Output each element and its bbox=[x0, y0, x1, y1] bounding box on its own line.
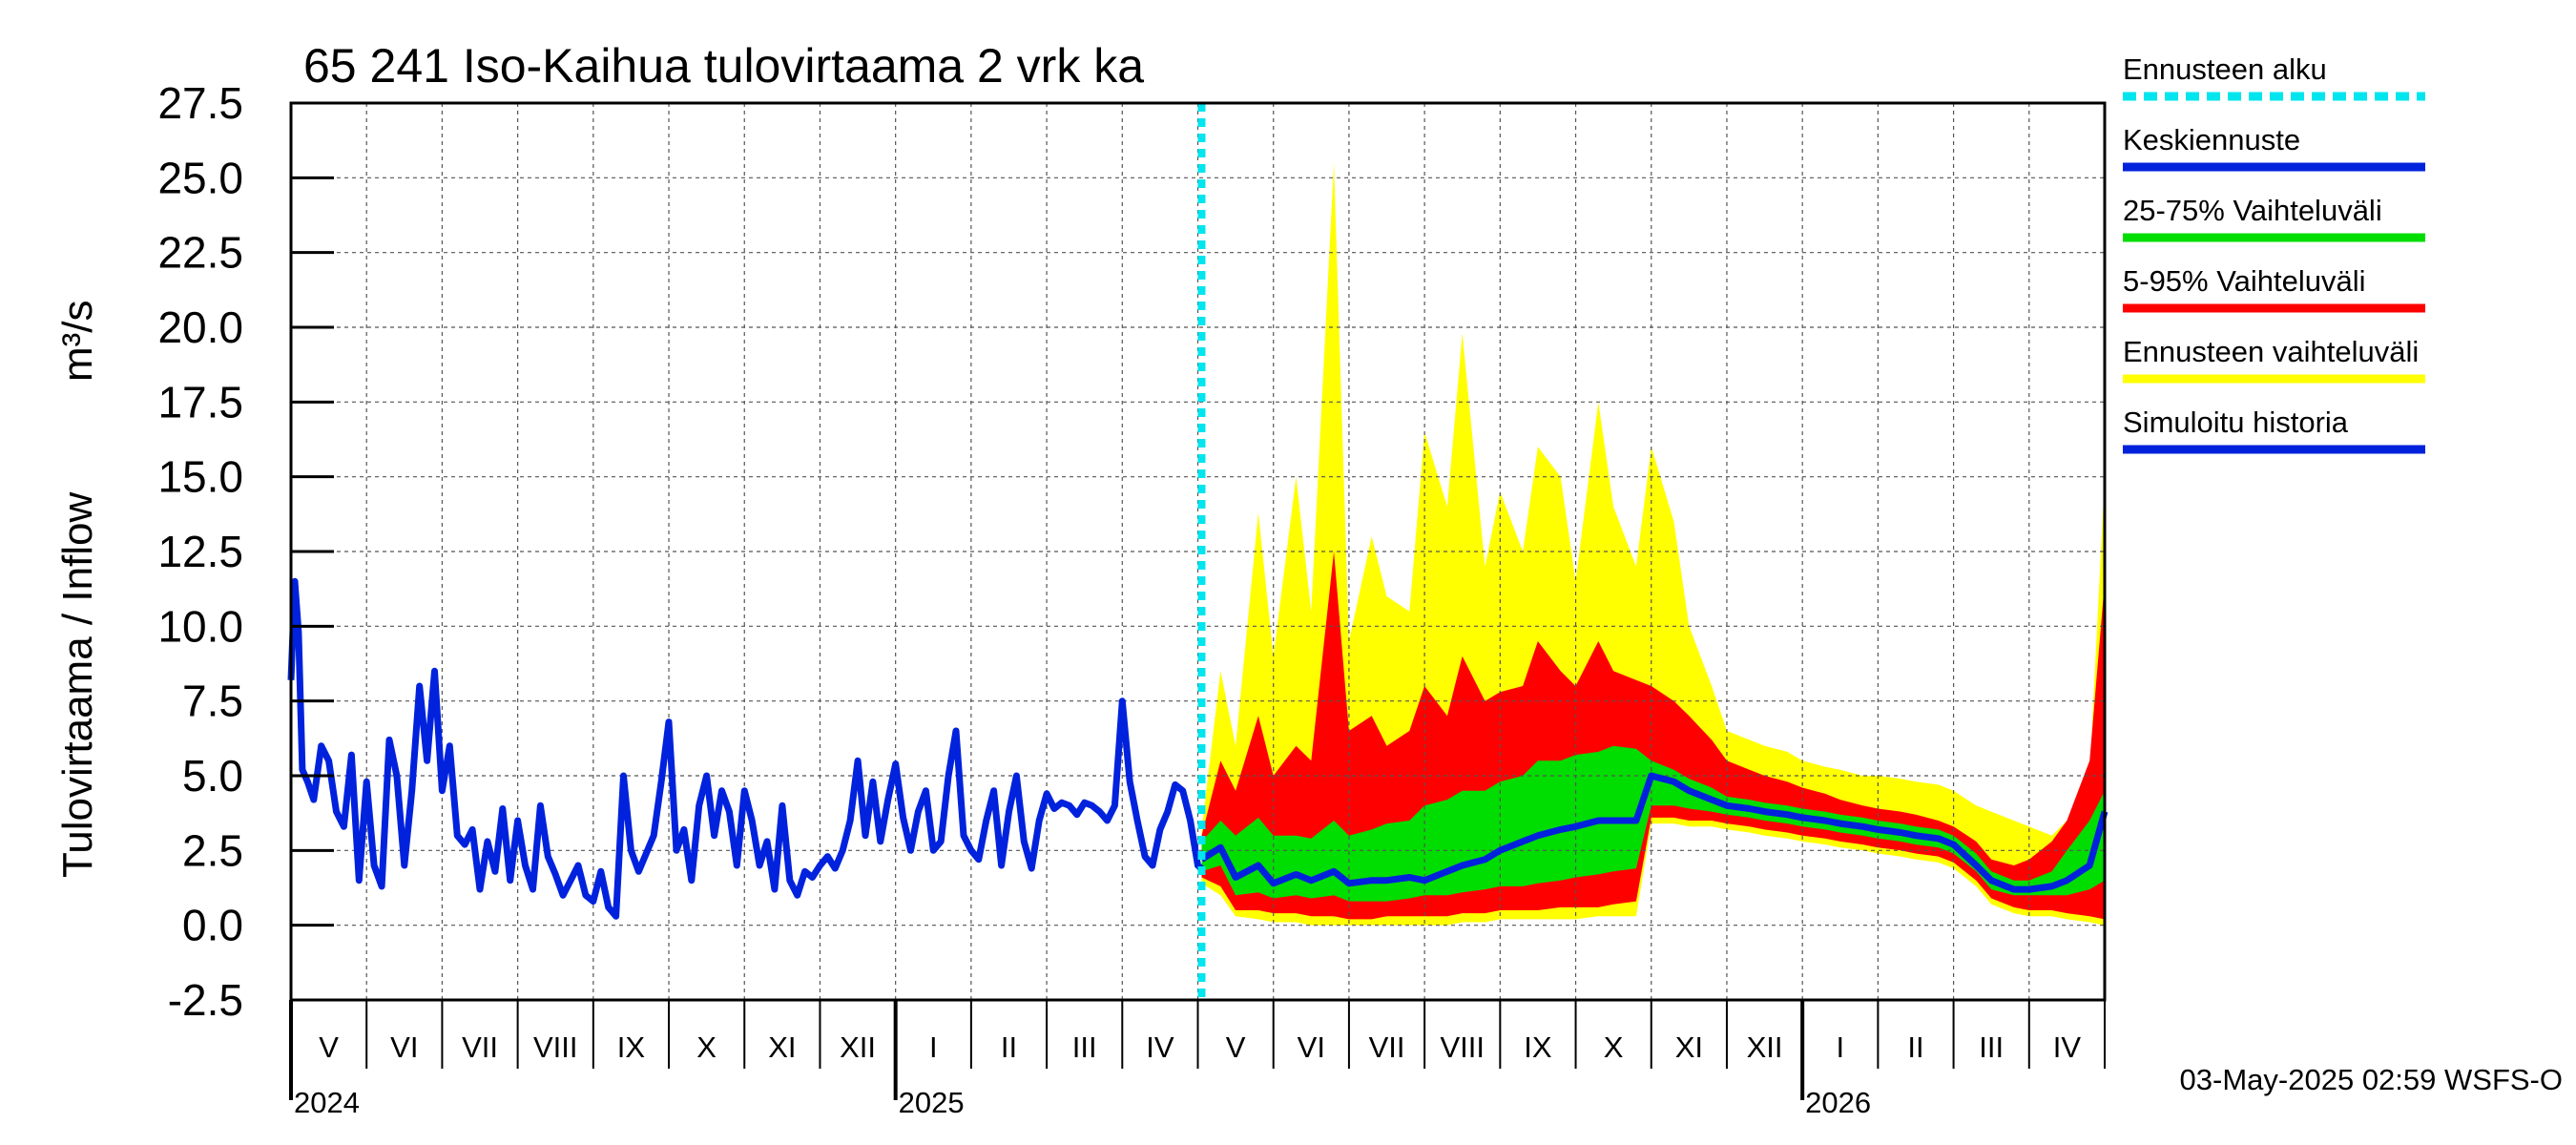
y-tick-label: 10.0 bbox=[157, 601, 243, 651]
month-label: IV bbox=[2053, 1030, 2082, 1064]
month-label: VIII bbox=[533, 1030, 578, 1064]
legend-label: Ennusteen vaihteluväli bbox=[2123, 335, 2419, 368]
forecast-bands bbox=[1201, 162, 2105, 926]
median-forecast-line bbox=[1199, 772, 2109, 893]
legend: Ennusteen alku Keskiennuste 25-75% Vaihtel… bbox=[2123, 52, 2425, 454]
y-tick-label: -2.5 bbox=[168, 975, 243, 1025]
y-tick-label: 5.0 bbox=[182, 751, 243, 801]
y-tick-label: 20.0 bbox=[157, 302, 243, 352]
month-label: I bbox=[1836, 1030, 1844, 1064]
month-label: X bbox=[1604, 1030, 1624, 1064]
y-tick-label: 2.5 bbox=[182, 825, 243, 875]
month-label: XII bbox=[840, 1030, 876, 1064]
month-label: IV bbox=[1146, 1030, 1174, 1064]
y-tick-label: 27.5 bbox=[157, 78, 243, 128]
band-25-75 bbox=[1201, 745, 2105, 902]
grid bbox=[291, 103, 2105, 1000]
month-label: II bbox=[1001, 1030, 1017, 1064]
footer-timestamp: 03-May-2025 02:59 WSFS-O bbox=[2180, 1063, 2563, 1096]
legend-label: Ennusteen alku bbox=[2123, 52, 2327, 86]
month-label: XII bbox=[1747, 1030, 1783, 1064]
month-label: V bbox=[319, 1030, 339, 1064]
month-label: III bbox=[1979, 1030, 2004, 1064]
year-label: 2025 bbox=[899, 1086, 965, 1119]
y-tick-label: 15.0 bbox=[157, 452, 243, 502]
y-tick-label: 22.5 bbox=[157, 228, 243, 278]
month-label: IX bbox=[1524, 1030, 1552, 1064]
month-label: III bbox=[1072, 1030, 1097, 1064]
y-axis-unit: m³/s bbox=[54, 300, 101, 382]
y-tick-label: 12.5 bbox=[157, 527, 243, 576]
month-label: IX bbox=[617, 1030, 646, 1064]
y-tick-label: 0.0 bbox=[182, 901, 243, 950]
month-label: VIII bbox=[1440, 1030, 1485, 1064]
y-tick-label: 7.5 bbox=[182, 677, 243, 726]
year-label: 2026 bbox=[1805, 1086, 1871, 1119]
year-label: 2024 bbox=[294, 1086, 360, 1119]
month-label: II bbox=[1907, 1030, 1923, 1064]
month-label: XI bbox=[768, 1030, 796, 1064]
month-label: V bbox=[1226, 1030, 1246, 1064]
simulated-history-line bbox=[287, 577, 1204, 920]
chart-title: 65 241 Iso-Kaihua tulovirtaama 2 vrk ka bbox=[303, 39, 1144, 93]
series-lines bbox=[287, 103, 2109, 1000]
axes: -2.5 0.0 2.5 5.0 7.5 10.0 12.5 15.0 17.5 20.0 22.5… bbox=[157, 78, 2107, 1119]
month-label: XI bbox=[1675, 1030, 1703, 1064]
y-tick-label: 17.5 bbox=[157, 377, 243, 427]
month-label: VII bbox=[462, 1030, 498, 1064]
month-label: VII bbox=[1369, 1030, 1405, 1064]
month-label: I bbox=[929, 1030, 938, 1064]
legend-label: Simuloitu historia bbox=[2123, 406, 2349, 439]
month-label: VI bbox=[390, 1030, 418, 1064]
month-label: X bbox=[696, 1030, 717, 1064]
legend-label: Keskiennuste bbox=[2123, 123, 2300, 156]
y-axis-label: Tulovirtaama / Inflow bbox=[54, 491, 101, 878]
y-tick-label: 25.0 bbox=[157, 153, 243, 202]
legend-label: 5-95% Vaihteluväli bbox=[2123, 264, 2365, 298]
month-label: VI bbox=[1298, 1030, 1325, 1064]
legend-label: 25-75% Vaihteluväli bbox=[2123, 194, 2382, 227]
